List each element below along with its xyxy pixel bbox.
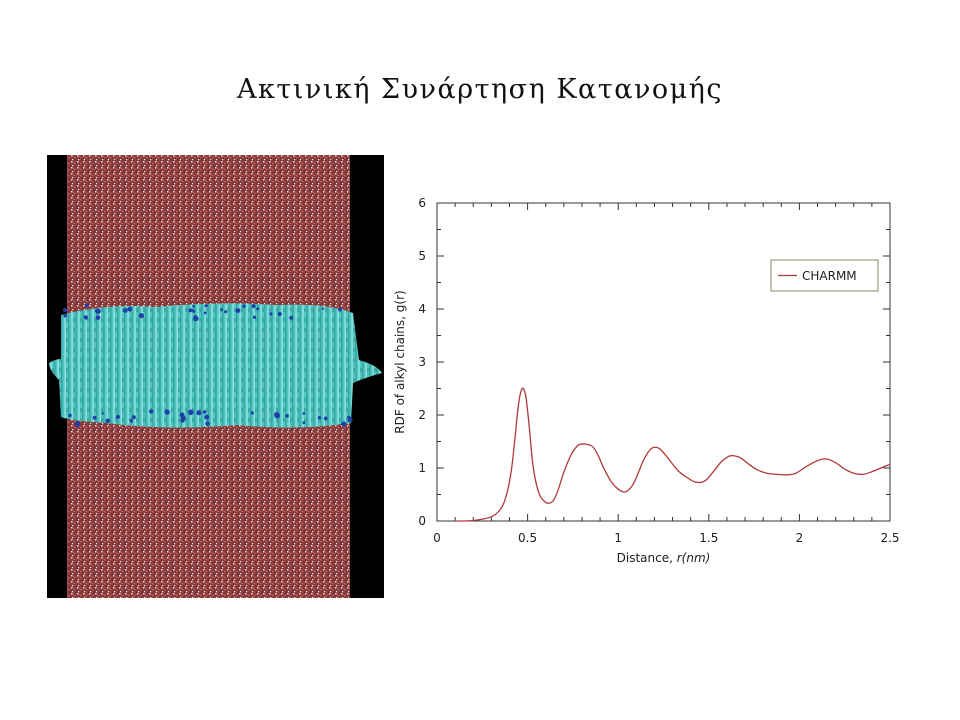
x-tick-label: 0.5	[518, 531, 537, 545]
headgroup-atom	[138, 313, 144, 319]
headgroup-atom	[196, 410, 202, 416]
headgroup-atom	[101, 412, 104, 415]
headgroup-atom	[95, 315, 101, 320]
headgroup-atom	[341, 421, 347, 427]
y-tick-label: 2	[418, 408, 426, 422]
headgroup-atom	[302, 412, 306, 415]
x-tick-label: 1	[614, 531, 622, 545]
headgroup-atom	[347, 417, 353, 423]
headgroup-atom	[204, 414, 210, 420]
headgroup-atom	[252, 315, 257, 319]
headgroup-atom	[74, 421, 81, 427]
headgroup-markers	[62, 303, 353, 427]
headgroup-atom	[277, 311, 282, 317]
headgroup-atom	[251, 304, 256, 309]
x-axis-label-prefix: Distance,	[617, 551, 677, 565]
headgroup-atom	[285, 414, 289, 418]
axis-ticks	[436, 202, 891, 522]
plot-frame	[436, 202, 891, 522]
y-axis-label: RDF of alkyl chains, g(r)	[393, 290, 407, 433]
headgroup-atom	[131, 415, 136, 420]
axis-tick-labels: 0 0.5 1 1.5 2 2.5 0 1 2 3 4 5 6	[418, 196, 899, 545]
headgroup-atom	[92, 415, 97, 420]
y-tick-label: 6	[418, 196, 426, 210]
headgroup-atom	[62, 307, 68, 313]
headgroup-atom	[192, 305, 195, 308]
rdf-chart: 0 0.5 1 1.5 2 2.5 0 1 2 3 4 5 6 RDF of alkyl chains,…	[384, 185, 914, 580]
headgroup-atom	[85, 304, 89, 308]
headgroup-atom	[317, 416, 321, 420]
headgroup-atom	[188, 308, 193, 313]
headgroup-atom	[127, 306, 133, 312]
headgroup-atom	[193, 315, 199, 322]
headgroup-atom	[181, 415, 186, 421]
headgroup-atom	[323, 416, 328, 421]
x-tick-label: 2.5	[880, 531, 899, 545]
simulation-snapshot	[49, 155, 382, 598]
bilayer-simulation-image	[47, 155, 384, 598]
headgroup-atom	[274, 413, 280, 419]
headgroup-atom	[68, 413, 72, 418]
headgroup-atom	[269, 312, 273, 316]
legend: CHARMM	[770, 259, 879, 292]
x-axis-label-variable: r(nm)	[677, 551, 711, 565]
slide-title: Ακτινική Συνάρτηση Κατανομής	[237, 74, 723, 105]
y-tick-label: 0	[418, 514, 426, 528]
headgroup-atom	[123, 308, 128, 313]
headgroup-atom	[203, 311, 207, 315]
headgroup-atom	[338, 307, 342, 312]
headgroup-atom	[256, 307, 260, 311]
headgroup-atom	[63, 313, 68, 318]
headgroup-atom	[202, 410, 207, 414]
headgroup-atom	[149, 409, 154, 414]
headgroup-atom	[115, 414, 120, 419]
headgroup-atom	[192, 309, 196, 313]
headgroup-atom	[188, 409, 194, 416]
headgroup-atom	[205, 421, 210, 427]
rdf-chart-svg: 0 0.5 1 1.5 2 2.5 0 1 2 3 4 5 6 RDF of alkyl chains,…	[393, 196, 900, 565]
headgroup-atom	[289, 315, 294, 320]
x-tick-label: 2	[796, 531, 804, 545]
headgroup-atom	[321, 307, 325, 310]
headgroup-atom	[84, 316, 88, 320]
headgroup-atom	[164, 409, 170, 415]
headgroup-atom	[224, 310, 227, 314]
x-tick-label: 0	[433, 531, 441, 545]
charmm-series-line	[455, 387, 891, 522]
headgroup-atom	[220, 308, 224, 311]
headgroup-atom	[250, 411, 254, 415]
headgroup-atom	[235, 308, 241, 313]
headgroup-atom	[204, 304, 208, 308]
headgroup-atom	[130, 420, 133, 423]
headgroup-atom	[302, 421, 306, 425]
y-tick-label: 1	[418, 461, 426, 475]
headgroup-atom	[105, 418, 111, 424]
x-axis-label: Distance, r(nm)	[617, 551, 711, 565]
headgroup-atom	[242, 304, 246, 308]
legend-label-charmm: CHARMM	[802, 269, 857, 283]
y-tick-label: 3	[418, 355, 426, 369]
headgroup-atom	[95, 308, 101, 314]
lipid-bilayer	[49, 303, 382, 428]
x-tick-label: 1.5	[699, 531, 718, 545]
y-tick-label: 4	[418, 302, 426, 316]
y-tick-label: 5	[418, 249, 426, 263]
